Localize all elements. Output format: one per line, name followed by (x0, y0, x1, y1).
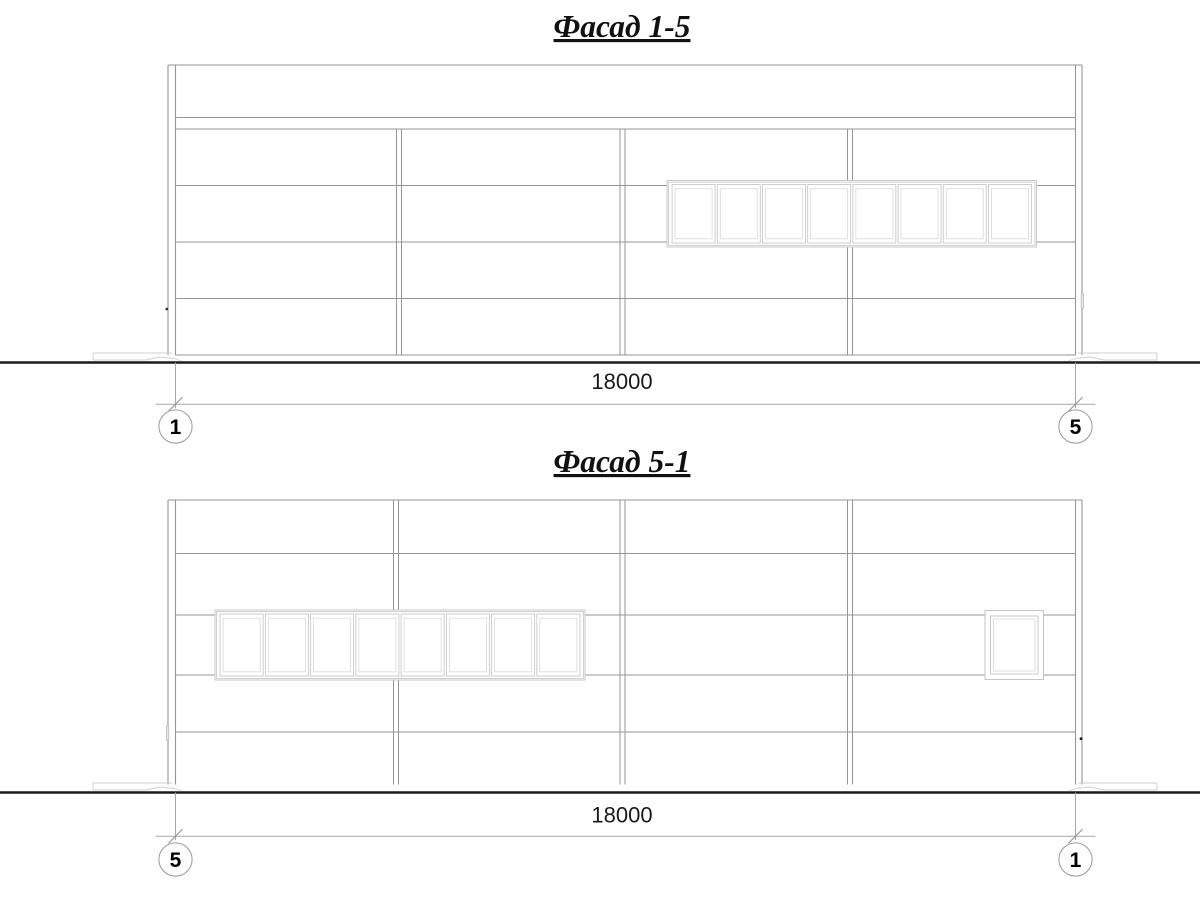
svg-text:1: 1 (1070, 849, 1082, 872)
svg-text:5: 5 (170, 849, 182, 872)
svg-text:5: 5 (1070, 416, 1082, 439)
svg-text:1: 1 (170, 416, 182, 439)
svg-text:18000: 18000 (591, 803, 652, 828)
svg-text:18000: 18000 (591, 369, 652, 394)
svg-text:Фасад 1-5: Фасад 1-5 (554, 9, 691, 44)
svg-text:Фасад 5-1: Фасад 5-1 (554, 444, 691, 479)
